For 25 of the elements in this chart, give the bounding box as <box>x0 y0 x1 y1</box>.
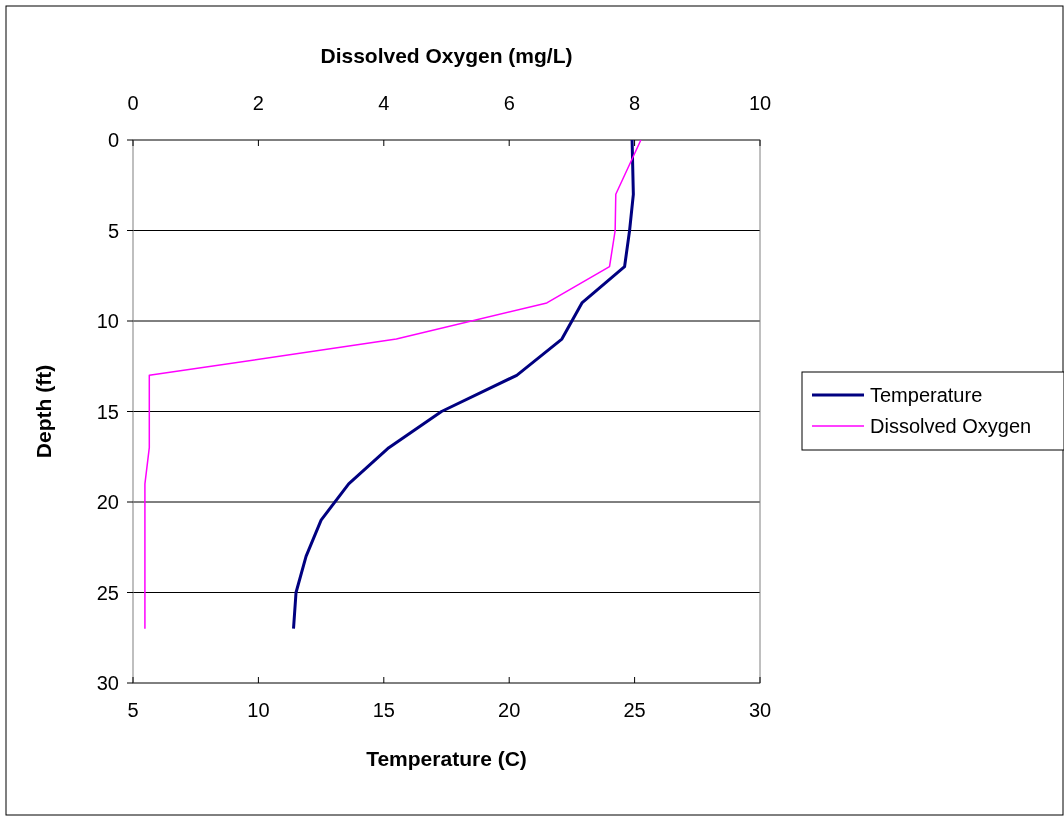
y-tick-label: 30 <box>96 672 119 694</box>
x-tick-label: 25 <box>623 699 646 721</box>
y-tick-label: 20 <box>96 491 119 513</box>
y-axis-title: Depth (ft) <box>32 364 55 459</box>
x-tick-label: 15 <box>372 699 395 721</box>
x2-tick-label: 10 <box>748 92 772 114</box>
x2-tick-label: 4 <box>378 92 390 114</box>
y-tick-label: 0 <box>107 129 119 151</box>
y-tick-label: 15 <box>96 400 119 423</box>
x2-tick-label: 8 <box>629 92 641 114</box>
line-series <box>292 138 635 631</box>
legend-label: Temperature <box>870 384 983 406</box>
x2-axis-title: Dissolved Oxygen (mg/L) <box>320 44 573 67</box>
x2-tick-label: 0 <box>127 92 139 114</box>
x-tick-label: 30 <box>748 699 772 721</box>
x-tick-label: 10 <box>247 699 270 721</box>
x-tick-label: 20 <box>498 699 521 721</box>
y-tick-label: 5 <box>107 219 119 242</box>
x2-tick-label: 2 <box>252 92 264 114</box>
y-tick-label: 25 <box>96 581 119 604</box>
x-tick-label: 5 <box>127 699 139 721</box>
x2-tick-label: 6 <box>503 92 515 114</box>
y-tick-label: 10 <box>96 310 119 332</box>
legend-label: Dissolved Oxygen <box>870 415 1032 437</box>
x-axis-title: Temperature (C) <box>366 747 527 770</box>
